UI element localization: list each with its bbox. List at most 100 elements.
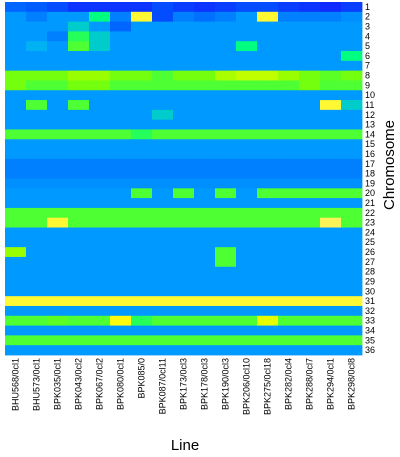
heatmap-cell [278, 158, 300, 170]
heatmap-cell [215, 119, 237, 130]
heatmap-cell [110, 21, 132, 32]
heatmap-cell [152, 158, 174, 170]
heatmap-cell [173, 60, 195, 72]
heatmap-cell [110, 129, 132, 140]
heatmap-cell [89, 80, 111, 91]
heatmap-cell [152, 60, 174, 72]
y-tick-label: 28 [365, 267, 375, 277]
heatmap-cell [215, 198, 237, 209]
heatmap-cell [299, 335, 321, 346]
heatmap-cell [278, 178, 300, 189]
heatmap-cell [236, 119, 258, 130]
heatmap-cell [152, 286, 174, 297]
heatmap-cell [194, 41, 216, 52]
y-tick-label: 21 [365, 198, 375, 208]
heatmap-cell [194, 286, 216, 297]
heatmap-cell [236, 247, 258, 258]
x-tick-label: BPK288/0cl7 [305, 358, 315, 410]
heatmap-cell [278, 296, 300, 307]
heatmap-cell [68, 198, 90, 209]
heatmap-cell [26, 2, 48, 13]
heatmap-cell [236, 158, 258, 170]
heatmap-cell [110, 168, 132, 179]
heatmap-cell [152, 168, 174, 179]
heatmap-cell [173, 198, 195, 209]
heatmap-cell [320, 80, 342, 91]
heatmap-cell [194, 178, 216, 189]
y-tick-label: 23 [365, 218, 375, 228]
heatmap-cell [299, 11, 321, 23]
heatmap-cell [68, 129, 90, 140]
heatmap-cell [110, 90, 132, 101]
y-tick-label: 10 [365, 90, 375, 100]
heatmap-cell [236, 139, 258, 150]
heatmap-cell [5, 237, 27, 248]
heatmap-cell [5, 21, 27, 32]
heatmap-cell [215, 100, 237, 111]
heatmap-cell [89, 276, 111, 287]
heatmap-cell [152, 305, 174, 317]
heatmap-cell [26, 178, 48, 189]
heatmap-cell [257, 296, 279, 307]
heatmap-cell [215, 217, 237, 228]
heatmap-cell [215, 70, 237, 81]
heatmap-cell [47, 227, 69, 238]
heatmap-cell [110, 207, 132, 219]
heatmap-cell [152, 325, 174, 336]
heatmap-cell [194, 168, 216, 179]
heatmap-cell [5, 139, 27, 150]
heatmap-cell [152, 139, 174, 150]
heatmap-cell [299, 2, 321, 13]
heatmap-cell [215, 129, 237, 140]
heatmap-cell [257, 100, 279, 111]
heatmap-cell [278, 345, 300, 356]
heatmap-cell [194, 31, 216, 42]
heatmap-cell [236, 51, 258, 62]
heatmap-cell [194, 266, 216, 277]
heatmap-cell [131, 276, 153, 287]
heatmap-cell [278, 207, 300, 219]
heatmap-cell [215, 207, 237, 219]
heatmap-cell [299, 247, 321, 258]
heatmap-cell [320, 168, 342, 179]
heatmap-cell [68, 217, 90, 228]
heatmap-cell [236, 286, 258, 297]
heatmap-cell [131, 296, 153, 307]
heatmap-cell [47, 217, 69, 228]
heatmap-cell [110, 237, 132, 248]
heatmap-cell [110, 266, 132, 277]
x-tick-label: BPK043/0cl2 [74, 358, 84, 410]
heatmap-cell [320, 158, 342, 170]
heatmap-cell [278, 256, 300, 268]
heatmap-cell [299, 345, 321, 356]
y-tick-label: 18 [365, 169, 375, 179]
heatmap-cell [341, 188, 363, 199]
heatmap-cell [68, 227, 90, 238]
heatmap-cell [110, 80, 132, 91]
heatmap-cell [68, 237, 90, 248]
y-tick-label: 5 [365, 41, 370, 51]
heatmap-cell [152, 70, 174, 81]
heatmap-cell [257, 2, 279, 13]
heatmap-cell [236, 149, 258, 160]
heatmap-cell [68, 296, 90, 307]
heatmap-cell [152, 2, 174, 13]
y-tick-label: 4 [365, 31, 370, 41]
heatmap-cell [5, 80, 27, 91]
heatmap-cell [341, 276, 363, 287]
heatmap-cell [215, 51, 237, 62]
heatmap-cell [257, 11, 279, 23]
heatmap-cell [131, 227, 153, 238]
heatmap-cell [173, 129, 195, 140]
heatmap-cell [341, 237, 363, 248]
heatmap-cell [152, 276, 174, 287]
heatmap-cell [236, 256, 258, 268]
heatmap-cell [236, 129, 258, 140]
heatmap-cell [320, 178, 342, 189]
heatmap-cell [26, 139, 48, 150]
heatmap-cell [257, 266, 279, 277]
heatmap-cell [5, 286, 27, 297]
heatmap-cell [299, 119, 321, 130]
heatmap-cell [110, 60, 132, 72]
heatmap-cell [110, 51, 132, 62]
